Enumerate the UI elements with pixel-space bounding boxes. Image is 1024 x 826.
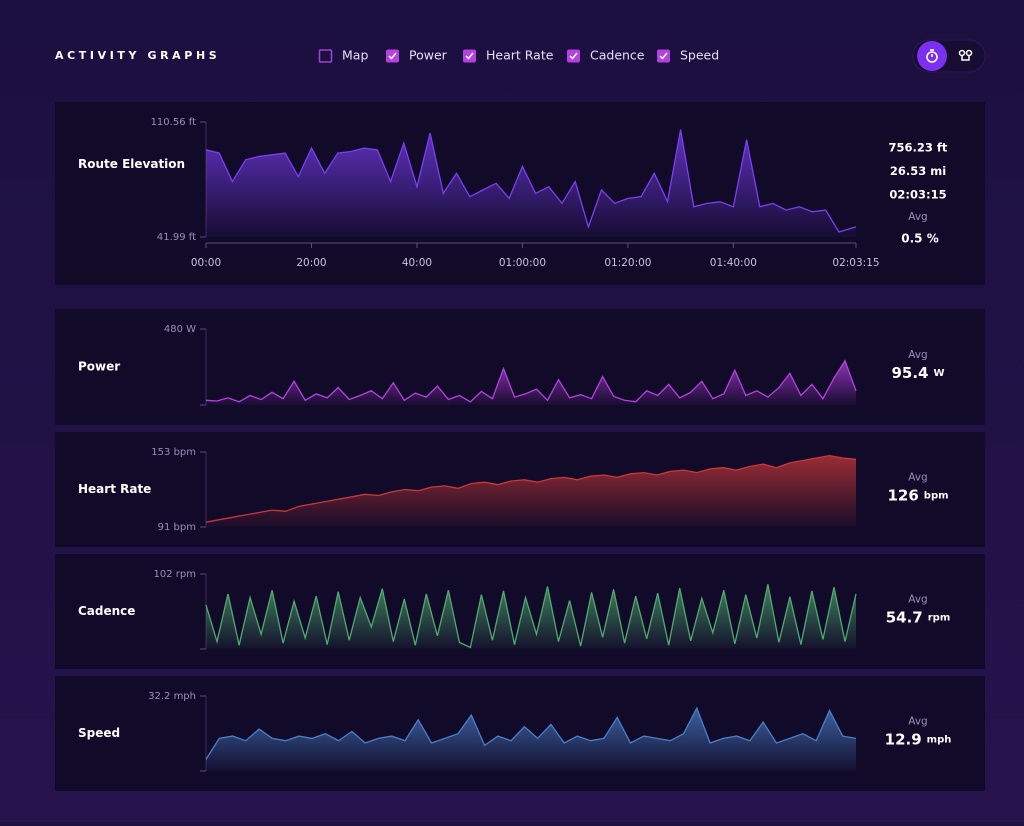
x-tick-label: 20:00: [296, 257, 326, 269]
route-icon: [961, 56, 970, 61]
y-tick-label: 102 rpm: [154, 569, 196, 580]
area: [206, 360, 856, 405]
stat-value: 26.53 mi: [890, 164, 946, 178]
x-tick-label: 01:00:00: [499, 257, 546, 269]
avg-unit: W: [933, 368, 944, 379]
avg-unit: mph: [927, 735, 952, 746]
avg-number: 12.9: [885, 730, 922, 748]
checkbox-label: Map: [342, 48, 368, 63]
chart-title: Cadence: [78, 604, 135, 618]
avg-label: Avg: [908, 472, 927, 484]
checkbox[interactable]: Map: [318, 48, 369, 63]
area: [206, 129, 856, 237]
x-tick-label: 02:03:15: [832, 257, 879, 269]
checkbox-box: [567, 49, 580, 63]
chart-panel: Power 480 W Avg 95.4 W: [55, 309, 985, 425]
check-mark: [465, 52, 474, 60]
chart-panel: Heart Rate 153 bpm 91 bpm Avg 126 bpm: [55, 432, 985, 547]
avg-value: 12.9 mph: [885, 730, 952, 748]
route-icon: [965, 49, 973, 57]
route-icon: [958, 49, 966, 57]
chart-title: Speed: [78, 726, 120, 740]
chart-title: Route Elevation: [78, 157, 185, 171]
checkbox[interactable]: Power: [386, 48, 448, 63]
checkbox-label: Power: [409, 48, 448, 63]
y-tick-label: 41.99 ft: [157, 232, 196, 243]
checkbox-box: [463, 49, 476, 63]
avg-value: 0.5 %: [901, 232, 938, 246]
page-title: ACTIVITY GRAPHS: [55, 49, 220, 62]
checkbox-label: Heart Rate: [486, 48, 554, 63]
x-tick-label: 00:00: [191, 257, 221, 269]
checkbox-label: Speed: [680, 48, 719, 63]
line: [205, 454, 857, 523]
stopwatch-icon: [926, 51, 938, 63]
y-tick-label: 32.2 mph: [148, 691, 196, 702]
checkbox[interactable]: Cadence: [567, 48, 645, 63]
checkbox-box: [657, 49, 670, 63]
avg-label: Avg: [908, 716, 927, 728]
checkbox-box: [386, 49, 399, 63]
y-tick-label: 91 bpm: [158, 522, 196, 533]
avg-unit: rpm: [928, 613, 951, 624]
avg-number: 126: [887, 486, 918, 504]
y-tick-label: 110.56 ft: [151, 117, 197, 128]
avg-value: 126 bpm: [887, 486, 948, 504]
chart-panel: Speed 32.2 mph Avg 12.9 mph: [55, 676, 985, 791]
checkbox-box: [318, 49, 333, 63]
avg-number: 54.7: [886, 608, 923, 626]
checkbox-label: Cadence: [590, 48, 645, 63]
avg-label: Avg: [908, 349, 927, 361]
y-tick-label: 153 bpm: [151, 447, 196, 458]
panel-background: [55, 309, 985, 425]
avg-unit: bpm: [924, 491, 949, 502]
line: [205, 359, 857, 403]
line: [205, 706, 857, 760]
chart-title: Power: [78, 360, 120, 374]
avg-number: 95.4: [891, 364, 928, 382]
stat-value: 756.23 ft: [889, 141, 948, 155]
line: [205, 584, 857, 649]
x-tick-label: 01:40:00: [710, 257, 757, 269]
avg-value: 95.4 W: [891, 364, 944, 382]
check-mark: [659, 52, 668, 60]
x-tick-label: 01:20:00: [604, 257, 651, 269]
area: [206, 455, 856, 527]
avg-value: 54.7 rpm: [886, 608, 951, 626]
avg-label: Avg: [908, 594, 927, 606]
check-mark: [569, 52, 578, 60]
chart-title: Heart Rate: [78, 482, 151, 496]
check-mark: [388, 52, 397, 60]
y-tick-label: 480 W: [164, 324, 196, 335]
area: [206, 708, 856, 771]
chart-panel: Route Elevation 110.56 ft 41.99 ft 00:00 20:…: [55, 102, 985, 285]
x-tick-label: 40:00: [402, 257, 432, 269]
checkbox[interactable]: Heart Rate: [463, 48, 554, 63]
avg-label: Avg: [908, 211, 927, 223]
checkbox[interactable]: Speed: [657, 48, 719, 63]
view-toggle: [912, 39, 986, 73]
line: [205, 129, 857, 233]
chart-panel: Cadence 102 rpm Avg 54.7 rpm: [55, 554, 985, 669]
stat-value: 02:03:15: [889, 188, 946, 202]
distance-view-button[interactable]: [958, 49, 973, 61]
